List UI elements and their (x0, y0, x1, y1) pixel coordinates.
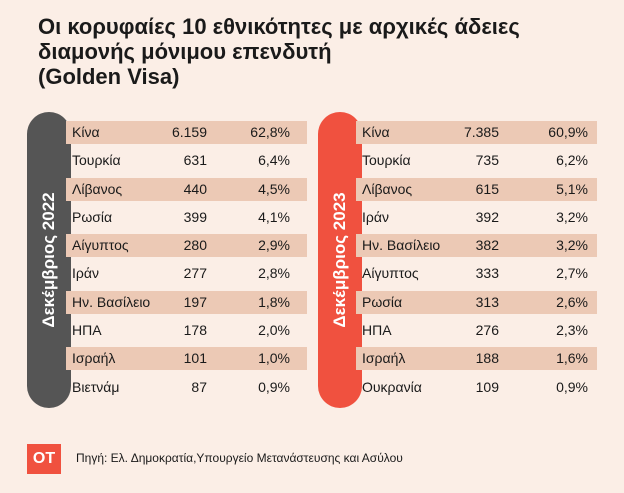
count-cell: 197 (183, 293, 207, 310)
table-2022: Κίνα 6.159 62,8% Τουρκία 631 6,4% Λίβανος 440 4,… (66, 121, 307, 404)
percent-cell: 1,6% (556, 350, 588, 367)
count-cell: 392 (475, 208, 499, 225)
table-row: Τουρκία 631 6,4% (66, 149, 307, 172)
count-cell: 280 (183, 237, 207, 254)
country-cell: Ισραήλ (362, 350, 406, 367)
country-cell: Τουρκία (362, 152, 411, 169)
country-cell: Λίβανος (362, 180, 413, 197)
chart-title-line: διαμονής μόνιμου επενδυτή (38, 39, 332, 64)
table-row: Κίνα 7.385 60,9% (356, 121, 597, 144)
table-row: ΗΠΑ 276 2,3% (356, 319, 597, 342)
year-label-2022: Δεκέμβριος 2022 (39, 192, 58, 328)
table-row: Ην. Βασίλειο 382 3,2% (356, 234, 597, 258)
count-cell: 277 (183, 265, 207, 282)
count-cell: 631 (183, 152, 207, 169)
percent-cell: 3,2% (556, 237, 588, 254)
ot-logo: OT (27, 444, 61, 474)
count-cell: 178 (183, 322, 207, 339)
percent-cell: 2,9% (258, 237, 290, 254)
chart-title-line: Οι κορυφαίες 10 εθνικότητες με αρχικές ά… (38, 14, 520, 39)
table-row: Λίβανος 615 5,1% (356, 177, 597, 201)
count-cell: 382 (475, 237, 499, 254)
country-cell: ΗΠΑ (362, 322, 392, 339)
percent-cell: 0,9% (258, 378, 290, 395)
table-row: Κίνα 6.159 62,8% (66, 121, 307, 144)
percent-cell: 62,8% (250, 124, 290, 140)
percent-cell: 4,1% (258, 208, 290, 225)
count-cell: 6.159 (171, 124, 207, 140)
count-cell: 7.385 (463, 124, 499, 140)
country-cell: Βιετνάμ (72, 378, 120, 395)
count-cell: 276 (475, 322, 499, 339)
country-cell: Ιράν (72, 265, 99, 282)
count-cell: 615 (475, 180, 499, 197)
country-cell: Ρωσία (72, 208, 113, 225)
percent-cell: 1,8% (258, 293, 290, 310)
table-row: Ιράν 392 3,2% (356, 206, 597, 229)
table-row: Αίγυπτος 280 2,9% (66, 234, 307, 258)
year-pill-2022: Δεκέμβριος 2022 (27, 112, 71, 408)
country-cell: Κίνα (362, 124, 390, 140)
country-cell: Αίγυπτος (72, 237, 129, 254)
percent-cell: 2,6% (556, 293, 588, 310)
country-cell: Τουρκία (72, 152, 121, 169)
chart-title-line: (Golden Visa) (38, 64, 180, 89)
table-row: Αίγυπτος 333 2,7% (356, 262, 597, 285)
country-cell: Λίβανος (72, 180, 123, 197)
percent-cell: 2,3% (556, 322, 588, 339)
country-cell: Αίγυπτος (362, 265, 419, 282)
country-cell: ΗΠΑ (72, 322, 102, 339)
count-cell: 188 (475, 350, 499, 367)
percent-cell: 2,7% (556, 265, 588, 282)
percent-cell: 60,9% (548, 124, 588, 140)
table-row: Ιράν 277 2,8% (66, 262, 307, 285)
percent-cell: 5,1% (556, 180, 588, 197)
country-cell: Ουκρανία (362, 378, 422, 395)
country-cell: Ην. Βασίλειο (362, 237, 441, 254)
country-cell: Κίνα (72, 124, 100, 140)
year-label-2023: Δεκέμβριος 2023 (330, 192, 349, 328)
chart-title: Οι κορυφαίες 10 εθνικότητες με αρχικές ά… (38, 14, 598, 89)
source-note: Πηγή: Ελ. Δημοκρατία,Υπουργείο Μετανάστε… (76, 451, 403, 465)
table-2023: Κίνα 7.385 60,9% Τουρκία 735 6,2% Λίβανος 615 5,… (356, 121, 597, 404)
country-cell: Ισραήλ (72, 350, 116, 367)
table-row: Ρωσία 313 2,6% (356, 290, 597, 314)
count-cell: 87 (191, 378, 207, 395)
percent-cell: 4,5% (258, 180, 290, 197)
table-row: Ρωσία 399 4,1% (66, 206, 307, 229)
table-row: Τουρκία 735 6,2% (356, 149, 597, 172)
table-row: Ισραήλ 101 1,0% (66, 347, 307, 371)
table-row: ΗΠΑ 178 2,0% (66, 319, 307, 342)
table-row: Λίβανος 440 4,5% (66, 177, 307, 201)
table-row: Ην. Βασίλειο 197 1,8% (66, 290, 307, 314)
count-cell: 109 (475, 378, 499, 395)
percent-cell: 2,8% (258, 265, 290, 282)
country-cell: Ιράν (362, 208, 389, 225)
count-cell: 735 (475, 152, 499, 169)
count-cell: 399 (183, 208, 207, 225)
table-row: Ισραήλ 188 1,6% (356, 347, 597, 371)
percent-cell: 3,2% (556, 208, 588, 225)
percent-cell: 2,0% (258, 322, 290, 339)
count-cell: 333 (475, 265, 499, 282)
country-cell: Ην. Βασίλειο (72, 293, 151, 310)
percent-cell: 0,9% (556, 378, 588, 395)
table-row: Βιετνάμ 87 0,9% (66, 376, 307, 399)
count-cell: 101 (183, 350, 207, 367)
count-cell: 313 (475, 293, 499, 310)
percent-cell: 6,2% (556, 152, 588, 169)
count-cell: 440 (183, 180, 207, 197)
year-pill-2023: Δεκέμβριος 2023 (318, 112, 362, 408)
table-row: Ουκρανία 109 0,9% (356, 376, 597, 399)
country-cell: Ρωσία (362, 293, 403, 310)
percent-cell: 1,0% (258, 350, 290, 367)
percent-cell: 6,4% (258, 152, 290, 169)
